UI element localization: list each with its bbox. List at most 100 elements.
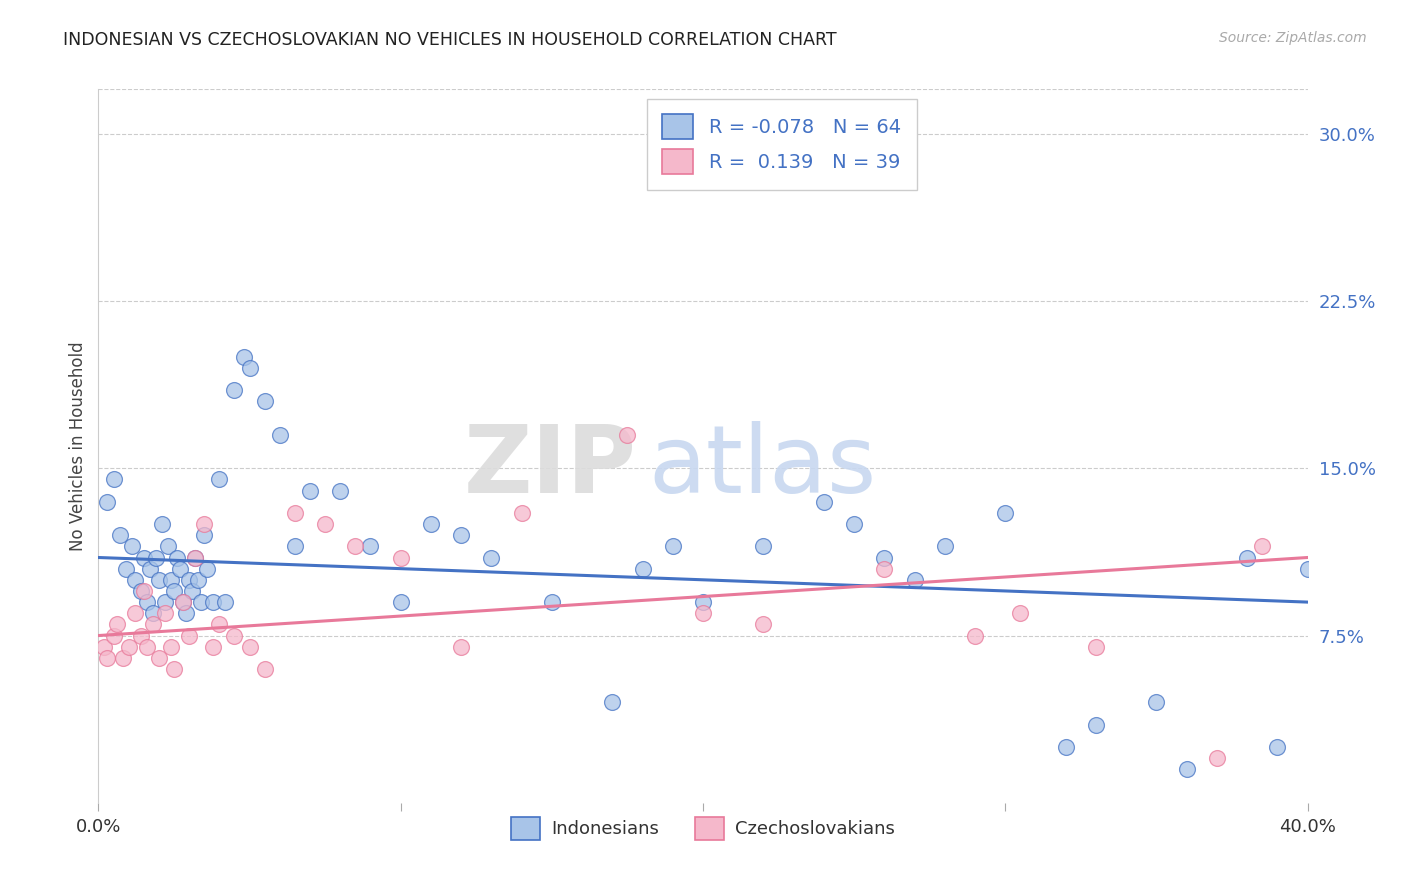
Point [1251,539,1274,553]
Point [195,562,218,576]
Point [253,394,276,409]
Point [142,607,165,621]
Point [481,550,503,565]
Point [172,595,194,609]
Point [692,607,714,621]
Point [616,427,638,442]
Point [224,628,246,642]
Point [105,617,128,632]
Point [284,539,307,553]
Point [208,617,231,632]
Point [253,662,276,676]
Point [163,662,186,676]
Point [1085,640,1108,654]
Point [184,550,207,565]
Point [160,640,183,654]
Point [540,595,562,609]
Point [299,483,322,498]
Text: atlas: atlas [648,421,877,514]
Point [181,583,204,598]
Point [1085,717,1108,731]
Point [132,550,155,565]
Point [124,573,146,587]
Point [139,562,162,576]
Point [163,583,186,598]
Point [169,562,191,576]
Point [965,628,987,642]
Point [904,573,927,587]
Point [118,640,141,654]
Point [129,583,152,598]
Point [813,494,835,508]
Point [873,550,896,565]
Point [145,550,167,565]
Point [214,595,236,609]
Point [160,573,183,587]
Point [93,640,115,654]
Point [156,539,179,553]
Point [232,350,254,364]
Point [202,595,225,609]
Point [103,628,125,642]
Text: INDONESIAN VS CZECHOSLOVAKIAN NO VEHICLES IN HOUSEHOLD CORRELATION CHART: INDONESIAN VS CZECHOSLOVAKIAN NO VEHICLE… [63,31,837,49]
Point [269,427,291,442]
Point [187,573,209,587]
Point [329,483,352,498]
Point [1175,762,1198,776]
Point [873,562,896,576]
Point [994,506,1017,520]
Point [135,640,157,654]
Point [179,573,201,587]
Point [1010,607,1032,621]
Point [224,384,246,398]
Point [148,651,170,665]
Point [314,516,336,531]
Point [1146,696,1168,710]
Point [132,583,155,598]
Point [752,617,775,632]
Point [844,516,866,531]
Point [202,640,225,654]
Point [602,696,624,710]
Point [103,472,125,486]
Text: ZIP: ZIP [464,421,637,514]
Point [631,562,654,576]
Point [96,494,118,508]
Point [124,607,146,621]
Point [184,550,207,565]
Point [114,562,136,576]
Point [121,539,143,553]
Point [360,539,382,553]
Point [96,651,118,665]
Point [193,528,215,542]
Point [172,595,194,609]
Legend: Indonesians, Czechoslovakians: Indonesians, Czechoslovakians [505,810,901,847]
Point [344,539,367,553]
Point [510,506,533,520]
Point [142,617,165,632]
Point [389,595,412,609]
Point [1296,562,1319,576]
Point [174,607,197,621]
Point [661,539,683,553]
Point [389,550,412,565]
Point [450,528,472,542]
Point [148,573,170,587]
Text: Source: ZipAtlas.com: Source: ZipAtlas.com [1219,31,1367,45]
Point [450,640,472,654]
Point [135,595,157,609]
Point [190,595,212,609]
Point [239,360,262,375]
Point [150,516,173,531]
Point [692,595,714,609]
Point [1236,550,1258,565]
Point [934,539,956,553]
Point [752,539,775,553]
Point [208,472,231,486]
Point [284,506,307,520]
Point [153,607,176,621]
Point [153,595,176,609]
Point [420,516,443,531]
Point [129,628,152,642]
Point [166,550,188,565]
